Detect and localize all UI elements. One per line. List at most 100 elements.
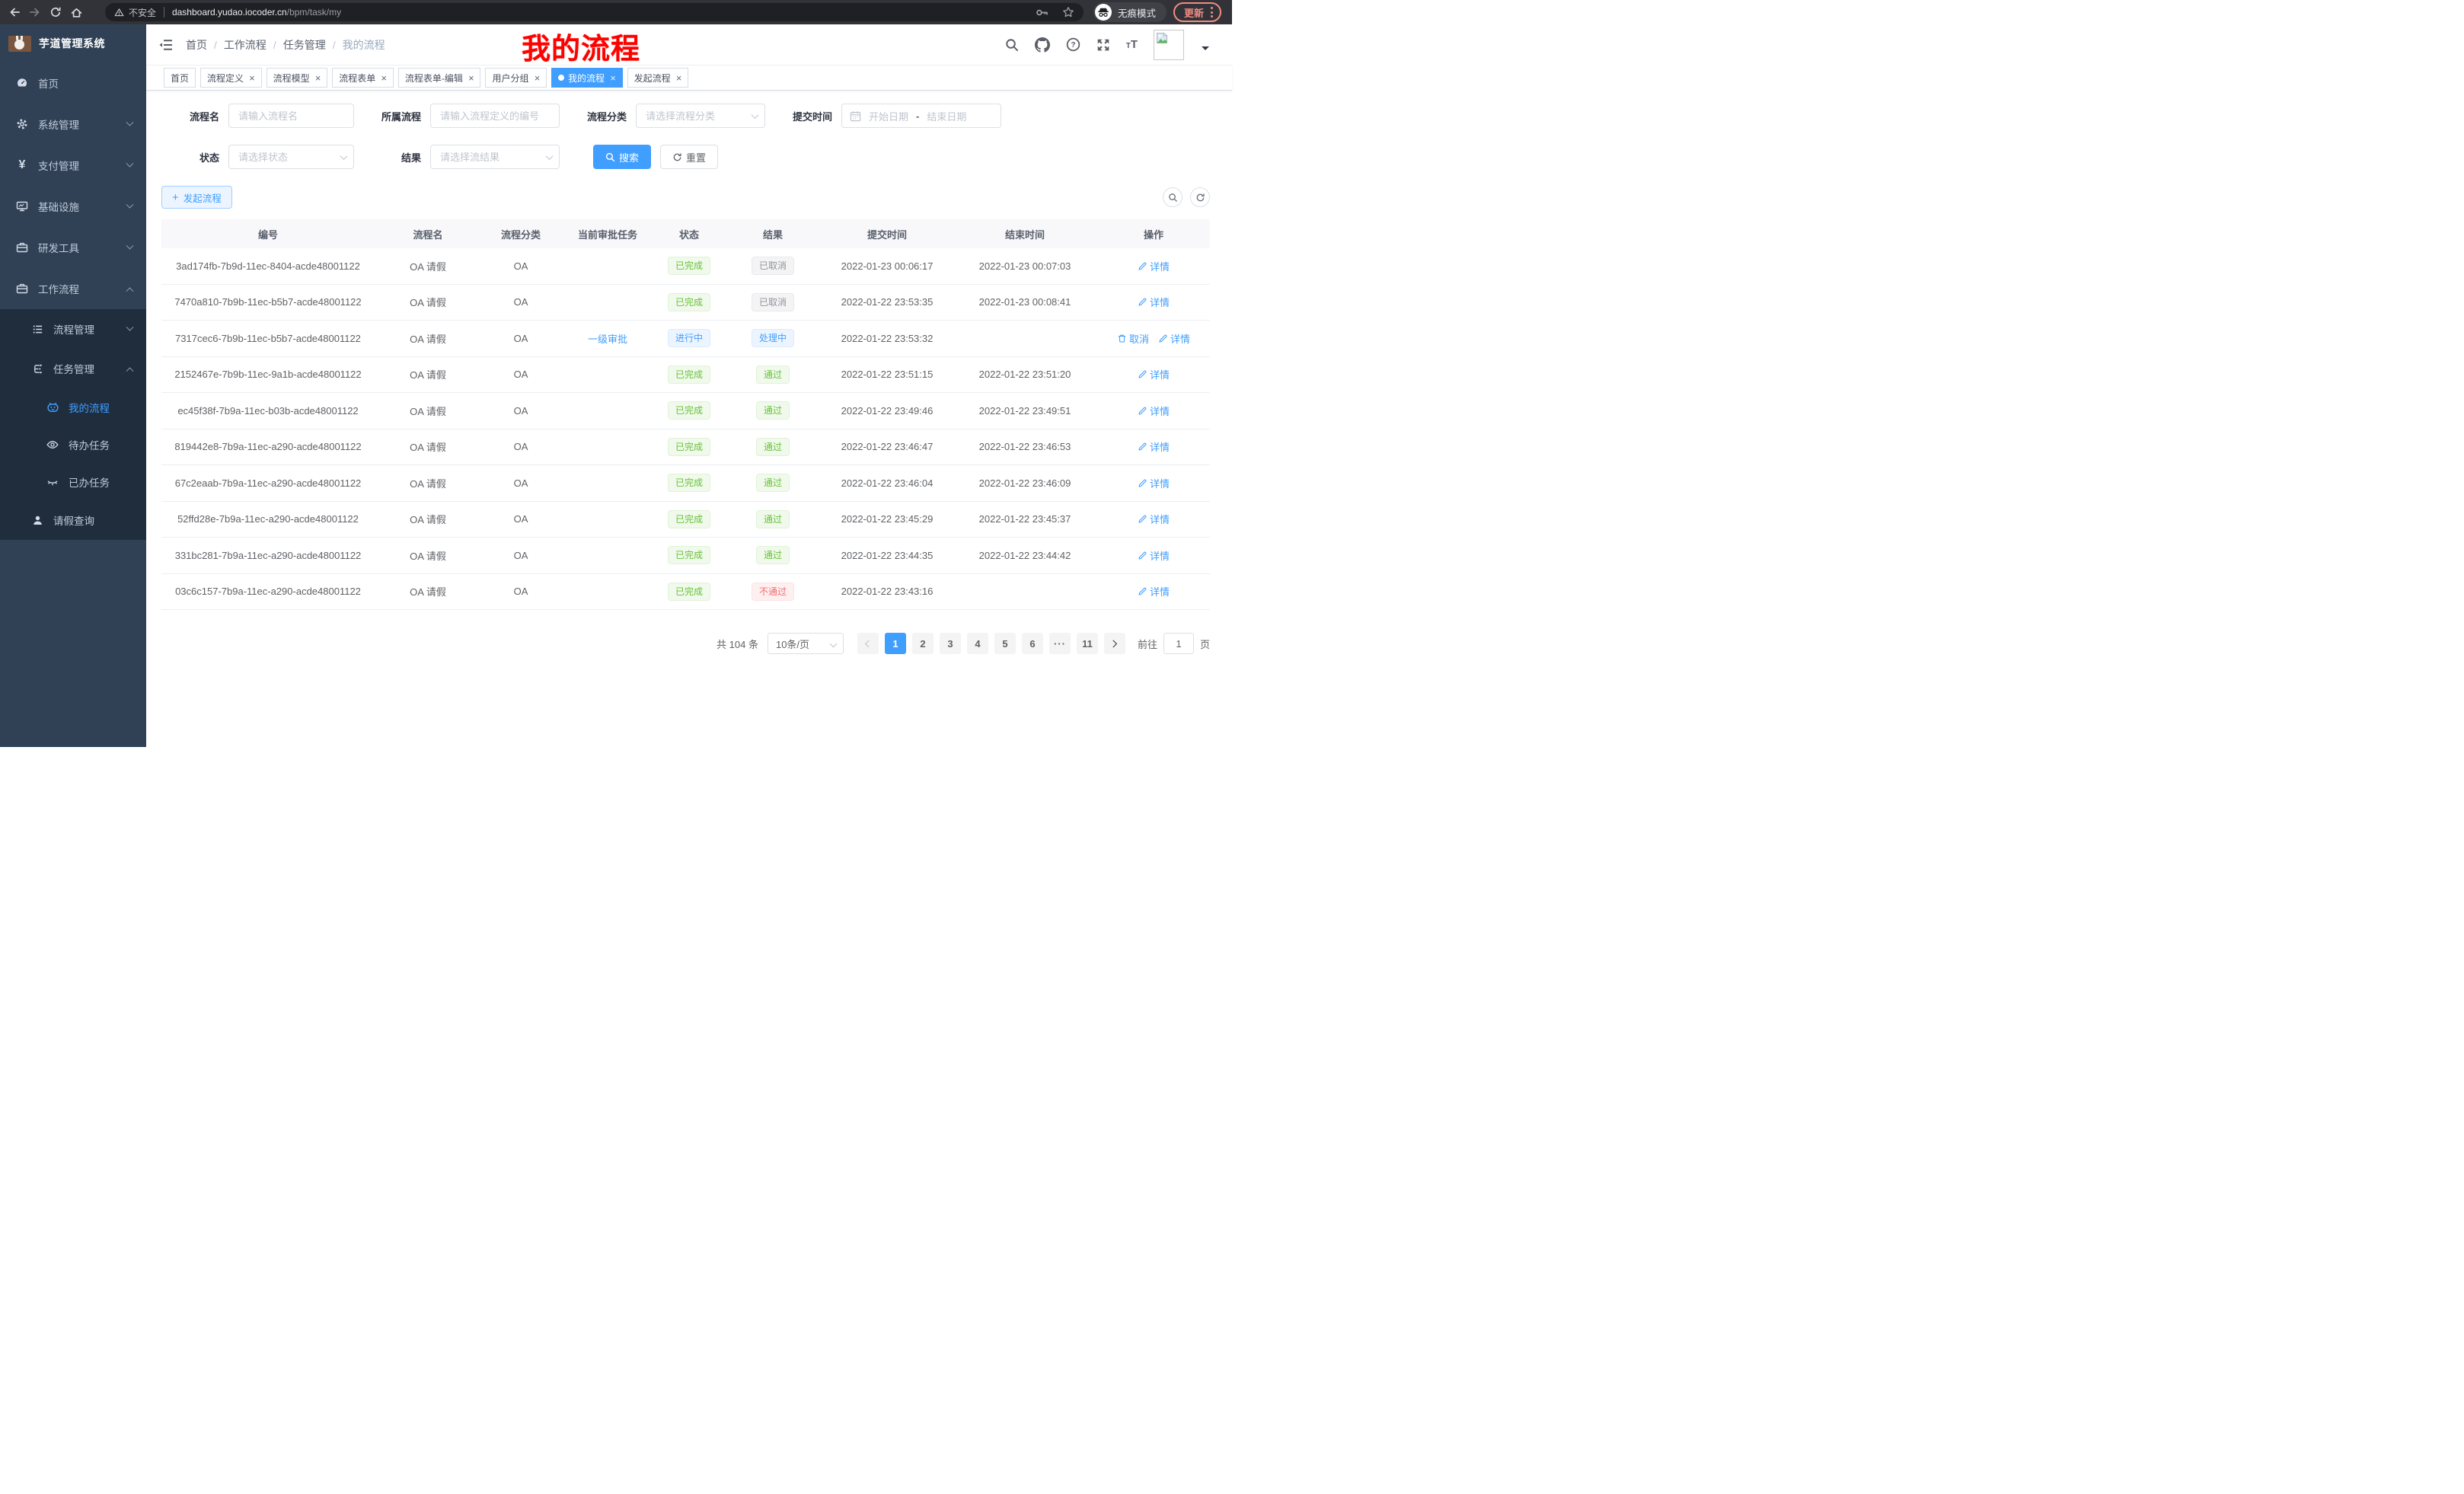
- tab[interactable]: 流程模型 ×: [266, 68, 328, 88]
- tab-close-icon[interactable]: ×: [468, 72, 474, 84]
- fullscreen-icon[interactable]: [1096, 38, 1110, 52]
- detail-link[interactable]: 详情: [1138, 259, 1170, 273]
- detail-link[interactable]: 详情: [1138, 439, 1170, 454]
- home-icon[interactable]: [68, 3, 85, 21]
- next-page-button[interactable]: [1103, 633, 1125, 654]
- tab[interactable]: 流程表单-编辑 ×: [397, 68, 481, 88]
- submit-time: 2022-01-23 00:06:17: [841, 260, 934, 272]
- page-button[interactable]: 4: [966, 633, 988, 654]
- sidebar-item-process-mgmt[interactable]: 流程管理: [0, 309, 146, 349]
- process-category: OA: [513, 549, 528, 561]
- app-logo[interactable]: 芋道管理系统: [0, 24, 146, 62]
- process-def-input[interactable]: [430, 104, 560, 128]
- detail-link[interactable]: 详情: [1138, 367, 1170, 381]
- tab-close-icon[interactable]: ×: [249, 72, 255, 84]
- page-ellipsis[interactable]: ···: [1048, 633, 1071, 654]
- sidebar-collapse-icon[interactable]: [158, 37, 174, 53]
- detail-link[interactable]: 详情: [1138, 404, 1170, 418]
- sidebar-item-workflow[interactable]: 工作流程: [0, 268, 146, 309]
- detail-link[interactable]: 详情: [1138, 295, 1170, 309]
- table-row: 7470a810-7b9b-11ec-b5b7-acde48001122 OA 请…: [161, 285, 1210, 321]
- reload-icon[interactable]: [47, 3, 65, 21]
- process-name: OA 请假: [410, 297, 446, 309]
- detail-link[interactable]: 详情: [1138, 476, 1170, 490]
- browser-update-button[interactable]: 更新: [1173, 2, 1221, 22]
- password-key-icon[interactable]: [1036, 6, 1048, 19]
- result-badge: 通过: [755, 437, 790, 456]
- page-button[interactable]: 6: [1021, 633, 1043, 654]
- refresh-table-button[interactable]: [1190, 187, 1210, 207]
- page-content: 流程名 所属流程 流程分类 提交时间 开始日期 - 结束日期 状态: [146, 91, 1232, 747]
- sidebar-item-infra[interactable]: 基础设施: [0, 186, 146, 227]
- breadcrumb-workflow[interactable]: 工作流程: [223, 38, 267, 51]
- detail-link[interactable]: 详情: [1138, 512, 1170, 526]
- tab[interactable]: 用户分组 ×: [485, 68, 547, 88]
- column-header: 状态: [678, 228, 699, 241]
- sidebar-item-my-process[interactable]: 我的流程: [0, 388, 146, 426]
- prev-page-button[interactable]: [857, 633, 879, 654]
- url-bar[interactable]: 不安全 dashboard.yudao.iocoder.cn/bpm/task/…: [104, 3, 1084, 21]
- tab-close-icon[interactable]: ×: [381, 72, 387, 84]
- sidebar-item-home[interactable]: 首页: [0, 62, 146, 104]
- avatar[interactable]: [1154, 29, 1184, 60]
- breadcrumb-task-mgmt[interactable]: 任务管理: [282, 38, 326, 51]
- submit-time: 2022-01-22 23:53:32: [841, 332, 934, 344]
- current-task-link[interactable]: 一级审批: [587, 333, 627, 345]
- forward-icon[interactable]: [27, 3, 44, 21]
- page-button[interactable]: 1: [884, 633, 906, 654]
- status-badge: 已完成: [667, 401, 710, 420]
- tab[interactable]: 流程表单 ×: [332, 68, 394, 88]
- tab-close-icon[interactable]: ×: [534, 72, 541, 84]
- tab[interactable]: 首页: [164, 68, 196, 88]
- back-icon[interactable]: [6, 3, 24, 21]
- reset-button[interactable]: 重置: [660, 145, 719, 169]
- bookmark-star-icon[interactable]: [1062, 6, 1074, 18]
- goto-unit: 页: [1199, 638, 1210, 650]
- status-select[interactable]: [228, 145, 354, 169]
- result-badge: 不通过: [751, 582, 794, 601]
- help-icon[interactable]: ?: [1066, 37, 1080, 52]
- show-search-toggle-button[interactable]: [1163, 187, 1183, 207]
- cell-actions: 详情: [1098, 584, 1209, 599]
- process-name-input[interactable]: [228, 104, 354, 128]
- create-process-button[interactable]: + 发起流程: [161, 186, 232, 209]
- page-button[interactable]: 5: [994, 633, 1016, 654]
- page-size-select[interactable]: 10条/页: [767, 633, 844, 654]
- tab[interactable]: 流程定义 ×: [200, 68, 262, 88]
- search-icon[interactable]: [1005, 38, 1019, 52]
- detail-link[interactable]: 详情: [1138, 584, 1170, 599]
- sidebar-item-todo-tasks[interactable]: 待办任务: [0, 426, 146, 463]
- detail-link[interactable]: 详情: [1158, 331, 1190, 346]
- page-button[interactable]: 2: [911, 633, 934, 654]
- tab-close-icon[interactable]: ×: [675, 72, 682, 84]
- category-select[interactable]: [636, 104, 765, 128]
- detail-link[interactable]: 详情: [1138, 548, 1170, 563]
- search-button[interactable]: 搜索: [593, 145, 652, 169]
- tab[interactable]: 我的流程 ×: [551, 68, 623, 88]
- github-icon[interactable]: [1034, 37, 1050, 53]
- edit-icon: [1138, 406, 1147, 416]
- avatar-dropdown-caret[interactable]: [1202, 46, 1209, 54]
- cancel-link[interactable]: 取消: [1117, 331, 1149, 346]
- chevron-down-icon: [829, 640, 838, 647]
- page-button[interactable]: 11: [1076, 633, 1098, 654]
- sidebar-item-leave-query[interactable]: 请假查询: [0, 500, 146, 540]
- sidebar-item-task-mgmt[interactable]: 任务管理: [0, 349, 146, 388]
- page-button[interactable]: 3: [939, 633, 961, 654]
- result-select[interactable]: [430, 145, 560, 169]
- tab-close-icon[interactable]: ×: [610, 72, 616, 84]
- cell-submit-time: 2022-01-22 23:51:15: [822, 369, 952, 380]
- sidebar-item-system[interactable]: 系统管理: [0, 104, 146, 145]
- sidebar-item-payment[interactable]: ¥ 支付管理: [0, 145, 146, 186]
- tab-close-icon[interactable]: ×: [314, 72, 321, 84]
- goto-page-input[interactable]: [1163, 633, 1194, 654]
- breadcrumb-home[interactable]: 首页: [186, 38, 207, 51]
- chevron-down-icon: [126, 159, 134, 168]
- site-security-chip[interactable]: 不安全: [114, 6, 156, 19]
- sidebar-item-done-tasks[interactable]: 已办任务: [0, 463, 146, 500]
- sidebar-item-devtools[interactable]: 研发工具: [0, 227, 146, 268]
- submit-time-range-picker[interactable]: 开始日期 - 结束日期: [841, 104, 1001, 128]
- browser-menu-icon[interactable]: [1210, 7, 1213, 18]
- tab[interactable]: 发起流程 ×: [627, 68, 689, 88]
